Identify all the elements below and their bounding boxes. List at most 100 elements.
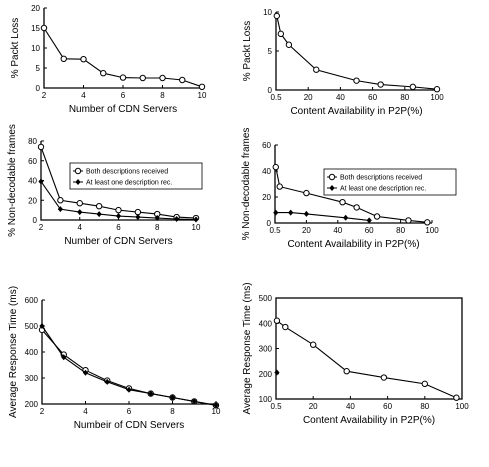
series-1: [272, 163, 431, 226]
data-point: [104, 378, 110, 385]
data-point: [273, 12, 281, 20]
x-tick-label: 8: [160, 91, 165, 100]
y-tick-label: 10: [263, 8, 272, 17]
data-point: [126, 386, 132, 393]
data-point: [339, 199, 346, 206]
data-point: [37, 143, 45, 151]
data-point: [134, 208, 142, 216]
x-tick-label: 2: [40, 407, 45, 416]
y-axis-label: % Non-decodable frames: [7, 124, 18, 237]
x-tick-label: 20: [302, 226, 311, 235]
y-tick-label: 40: [262, 167, 271, 176]
y-tick-label: 500: [25, 322, 39, 331]
data-point: [82, 369, 89, 376]
x-tick-label: 0.5: [270, 402, 282, 411]
data-point: [57, 197, 64, 204]
x-tick-label: 40: [333, 226, 342, 235]
x-tick-label: 80: [420, 402, 429, 411]
y-tick-label: 200: [25, 400, 39, 409]
y-axis-label: % Packt Loss: [10, 18, 21, 79]
x-tick-label: 2: [42, 91, 47, 100]
y-tick-label: 200: [259, 370, 273, 379]
data-point: [343, 368, 350, 375]
x-tick-label: 4: [78, 223, 83, 232]
legend-marker: [328, 173, 336, 181]
x-tick-label: 60: [365, 226, 374, 235]
data-point: [377, 81, 384, 88]
y-axis-label: % Non-decodable frames: [241, 128, 252, 241]
y-axis-label: Average Response Time (ms): [242, 282, 253, 414]
y-tick-label: 10: [31, 44, 40, 53]
y-tick-label: 60: [28, 157, 37, 166]
series-line: [41, 325, 217, 406]
y-tick-label: 0: [268, 86, 273, 95]
data-point: [76, 200, 83, 207]
x-axis-label: Content Availability in P2P(%): [287, 239, 419, 250]
data-point: [282, 323, 289, 331]
y-tick-label: 80: [28, 137, 37, 146]
series-1: [273, 317, 460, 401]
data-point: [285, 41, 293, 48]
data-point: [313, 66, 320, 73]
data-point: [77, 209, 83, 216]
legend-marker: [75, 179, 81, 185]
data-point: [274, 369, 280, 376]
data-point: [424, 219, 431, 226]
legend-marker: [74, 167, 82, 175]
y-tick-label: 400: [25, 348, 39, 357]
data-point: [303, 189, 310, 197]
series-line: [275, 166, 428, 223]
x-tick-label: 8: [155, 223, 160, 232]
chart-panel-4: 0.5 20 40 60 80 100 0 20 40 60 Content Availabilit…: [241, 128, 457, 250]
y-tick-label: 0: [36, 84, 41, 93]
legend-label: At least one description rec.: [86, 180, 172, 187]
y-tick-label: 500: [259, 294, 273, 303]
data-point: [272, 163, 279, 171]
legend: Both descriptions received At least one d…: [323, 168, 457, 196]
series-2: [274, 369, 280, 376]
x-tick-label: 100: [430, 93, 444, 102]
plot-frame: [275, 297, 463, 400]
data-point: [169, 394, 176, 401]
x-tick-label: 80: [396, 226, 405, 235]
y-tick-label: 0: [33, 216, 38, 225]
data-point: [119, 74, 127, 81]
data-point: [40, 24, 48, 32]
data-point: [96, 211, 102, 218]
x-tick-label: 40: [346, 402, 355, 411]
y-tick-label: 100: [259, 395, 273, 404]
x-tick-label: 60: [368, 93, 377, 102]
data-point: [191, 398, 197, 405]
x-tick-label: 4: [81, 91, 86, 100]
data-point: [453, 394, 460, 401]
series-1: [38, 326, 220, 409]
chart-panel-2: 0.5 20 40 60 80 100 0 5 10 Content Availability i…: [242, 8, 444, 117]
data-point: [100, 70, 107, 77]
y-axis-label: % Packt Loss: [242, 21, 253, 82]
x-tick-label: 20: [304, 93, 313, 102]
legend-label: At least one description rec.: [340, 186, 426, 193]
x-axis-label: Content Availability in P2P(%): [303, 415, 435, 426]
x-axis-label: Number of CDN Servers: [64, 236, 172, 247]
data-point: [198, 83, 206, 91]
x-tick-label: 10: [192, 223, 201, 232]
data-point: [288, 209, 294, 216]
x-tick-label: 6: [127, 407, 132, 416]
legend-box: [69, 162, 203, 190]
x-tick-label: 8: [170, 407, 175, 416]
data-point: [433, 86, 441, 93]
chart-panel-1: 2 4 6 8 10 0 5 10 15 20 Number of CDN Servers % Pac…: [10, 4, 207, 115]
x-tick-label: 100: [425, 226, 439, 235]
y-tick-label: 20: [31, 4, 40, 13]
data-point: [421, 380, 428, 388]
x-tick-label: 6: [121, 91, 126, 100]
y-tick-label: 400: [259, 319, 273, 328]
data-point: [273, 209, 279, 216]
data-point: [38, 178, 44, 185]
series-1: [40, 24, 206, 91]
data-point: [115, 206, 122, 214]
data-point: [193, 216, 199, 223]
x-tick-label: 10: [198, 91, 207, 100]
data-point: [353, 204, 360, 211]
